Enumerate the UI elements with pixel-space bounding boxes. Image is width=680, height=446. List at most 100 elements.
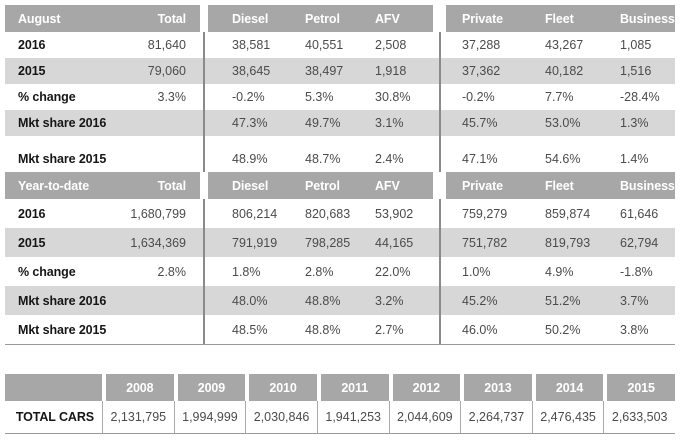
august-header-group-buyer: Private Fleet Business — [446, 5, 675, 32]
value-cell: 819,793 — [545, 235, 591, 250]
column-header-private: Private — [462, 11, 503, 26]
value-cell: 44,165 — [375, 235, 414, 250]
totals-header-row: 2008 2009 2010 2011 2012 2013 2014 2015 — [5, 374, 675, 401]
value-cell: 2.7% — [375, 322, 404, 337]
ytd-header-group-summary: Year-to-date Total — [5, 172, 200, 199]
value-cell: 3.8% — [620, 322, 649, 337]
value-cell: 61,646 — [620, 206, 659, 221]
column-header-business: Business — [620, 178, 675, 193]
value-cell: 38,497 — [305, 64, 344, 78]
column-header-total: Total — [157, 11, 187, 26]
table-row-2015: 2015 79,060 38,645 38,497 1,918 37,362 4… — [5, 58, 675, 84]
august-header-row: August Total Diesel Petrol AFV Private F… — [5, 5, 675, 32]
value-cell: -1.8% — [620, 264, 653, 279]
value-cell: 1,085 — [620, 38, 652, 52]
value-cell: 1.8% — [232, 264, 261, 279]
totals-data-row: TOTAL CARS 2,131,795 1,994,999 2,030,846… — [5, 401, 675, 434]
value-cell: 820,683 — [305, 206, 351, 221]
value-cell: 54.6% — [545, 152, 581, 166]
column-header-diesel: Diesel — [232, 11, 269, 26]
value-cell: 40,182 — [545, 64, 584, 78]
value-cell: 43,267 — [545, 38, 584, 52]
column-header-petrol: Petrol — [305, 11, 340, 26]
value-cell: 859,874 — [545, 206, 591, 221]
value-cell: 1.0% — [462, 264, 491, 279]
value-cell: 51.2% — [545, 293, 581, 308]
row-label: Mkt share 2016 — [18, 293, 107, 308]
group-separator-line — [203, 32, 205, 172]
column-header-2014: 2014 — [535, 374, 604, 401]
value-cell: -28.4% — [620, 90, 660, 104]
value-cell: 49.7% — [305, 116, 341, 130]
value-cell: 1,941,253 — [316, 401, 389, 433]
value-cell: 53.0% — [545, 116, 581, 130]
column-header-petrol: Petrol — [305, 178, 340, 193]
column-header-2010: 2010 — [249, 374, 317, 401]
row-label: 2016 — [18, 206, 46, 221]
row-label: 2015 — [18, 64, 46, 78]
value-cell: 2.8% — [305, 264, 334, 279]
registrations-report: August Total Diesel Petrol AFV Private F… — [5, 5, 675, 434]
august-header-group-fuel: Diesel Petrol AFV — [208, 5, 433, 32]
value-cell: 3.3% — [157, 90, 187, 104]
column-header-2013: 2013 — [464, 374, 532, 401]
value-cell: 5.3% — [305, 90, 334, 104]
table-row-2015: 2015 1,634,369 791,919 798,285 44,165 75… — [5, 228, 675, 257]
value-cell: 791,919 — [232, 235, 278, 250]
value-cell: 3.1% — [375, 116, 404, 130]
ytd-table: Year-to-date Total Diesel Petrol AFV Pri… — [5, 172, 675, 345]
group-separator-line — [439, 199, 441, 344]
value-cell: 806,214 — [232, 206, 278, 221]
ytd-header-group-fuel: Diesel Petrol AFV — [208, 172, 433, 199]
row-label: Mkt share 2016 — [18, 116, 107, 130]
section-title: August — [18, 11, 61, 26]
row-label: 2015 — [18, 235, 46, 250]
value-cell: 798,285 — [305, 235, 351, 250]
group-separator-line — [203, 199, 205, 344]
row-label: % change — [18, 90, 76, 104]
value-cell: 4.9% — [545, 264, 574, 279]
value-cell: 45.7% — [462, 116, 498, 130]
value-cell: 751,782 — [462, 235, 508, 250]
section-title: Year-to-date — [18, 178, 90, 193]
value-cell: 2,044,609 — [388, 401, 461, 433]
value-cell: 48.0% — [232, 293, 268, 308]
value-cell: 2,476,435 — [531, 401, 604, 433]
value-cell: 2,131,795 — [102, 401, 174, 433]
header-gap — [433, 5, 446, 32]
value-cell: 2,508 — [375, 38, 407, 52]
table-row-2016: 2016 1,680,799 806,214 820,683 53,902 75… — [5, 199, 675, 228]
value-cell: 46.0% — [462, 322, 498, 337]
column-header-2012: 2012 — [392, 374, 461, 401]
row-label: % change — [18, 264, 76, 279]
table-row-mkt-share-2015: Mkt share 2015 48.9% 48.7% 2.4% 47.1% 54… — [5, 146, 675, 172]
value-cell: 50.2% — [545, 322, 581, 337]
column-header-2011: 2011 — [320, 374, 389, 401]
value-cell: -0.2% — [232, 90, 265, 104]
value-cell: 2,264,737 — [460, 401, 532, 433]
value-cell: 38,645 — [232, 64, 271, 78]
value-cell: 40,551 — [305, 38, 344, 52]
row-spacer — [5, 136, 675, 146]
header-gap — [200, 172, 208, 199]
value-cell: 2,030,846 — [245, 401, 317, 433]
column-header-fleet: Fleet — [545, 11, 574, 26]
totals-table: 2008 2009 2010 2011 2012 2013 2014 2015 … — [5, 374, 675, 434]
value-cell: 48.5% — [232, 322, 268, 337]
value-cell: 759,279 — [462, 206, 508, 221]
table-row-mkt-share-2015: Mkt share 2015 48.5% 48.8% 2.7% 46.0% 50… — [5, 315, 675, 344]
value-cell: 3.7% — [620, 293, 649, 308]
table-row-pct-change: % change 3.3% -0.2% 5.3% 30.8% -0.2% 7.7… — [5, 84, 675, 110]
value-cell: 2.4% — [375, 152, 404, 166]
value-cell: 1,634,369 — [130, 235, 186, 250]
value-cell: 37,362 — [462, 64, 501, 78]
value-cell: 2.8% — [157, 264, 187, 279]
table-row-mkt-share-2016: Mkt share 2016 47.3% 49.7% 3.1% 45.7% 53… — [5, 110, 675, 136]
table-row-pct-change: % change 2.8% 1.8% 2.8% 22.0% 1.0% 4.9% … — [5, 257, 675, 286]
table-row-2016: 2016 81,640 38,581 40,551 2,508 37,288 4… — [5, 32, 675, 58]
value-cell: 1,918 — [375, 64, 407, 78]
value-cell: 48.7% — [305, 152, 341, 166]
value-cell: 48.8% — [305, 322, 341, 337]
header-gap — [433, 172, 446, 199]
value-cell: 22.0% — [375, 264, 411, 279]
